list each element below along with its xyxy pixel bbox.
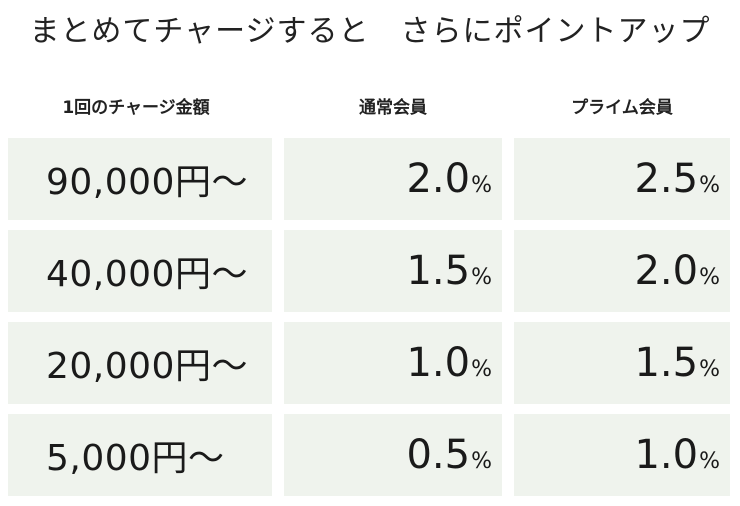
- prime-rate-value: 1.5: [634, 340, 699, 386]
- column-header-prime-member: プライム会員: [571, 98, 673, 118]
- amount-value: 40,000円〜: [46, 254, 248, 295]
- percent-unit: %: [471, 356, 492, 382]
- percent-unit: %: [699, 172, 720, 198]
- prime-rate-value: 2.0: [634, 248, 699, 294]
- prime-rate-value: 1.0: [634, 432, 699, 478]
- amount-value: 5,000円〜: [46, 438, 225, 479]
- percent-unit: %: [471, 264, 492, 290]
- regular-rate-value: 0.5: [406, 432, 471, 478]
- percent-unit: %: [699, 448, 720, 474]
- amount-cell: 90,000円〜: [8, 138, 272, 220]
- amount-cell: 20,000円〜: [8, 322, 272, 404]
- regular-rate-cell: 1.0%: [284, 322, 502, 404]
- percent-unit: %: [699, 356, 720, 382]
- column-header-regular-member: 通常会員: [359, 98, 427, 118]
- percent-unit: %: [699, 264, 720, 290]
- column-header-amount: 1回のチャージ金額: [62, 98, 210, 118]
- regular-rate-value: 1.5: [406, 248, 471, 294]
- prime-rate-value: 2.5: [634, 156, 699, 202]
- prime-rate-cell: 1.5%: [514, 322, 730, 404]
- amount-value: 90,000円〜: [46, 162, 248, 203]
- regular-rate-value: 2.0: [406, 156, 471, 202]
- regular-rate-cell: 0.5%: [284, 414, 502, 496]
- amount-cell: 40,000円〜: [8, 230, 272, 312]
- prime-rate-cell: 2.0%: [514, 230, 730, 312]
- amount-value: 20,000円〜: [46, 346, 248, 387]
- page-title: まとめてチャージすると さらにポイントアップ: [29, 14, 711, 49]
- prime-rate-cell: 2.5%: [514, 138, 730, 220]
- regular-rate-cell: 1.5%: [284, 230, 502, 312]
- percent-unit: %: [471, 448, 492, 474]
- percent-unit: %: [471, 172, 492, 198]
- amount-cell: 5,000円〜: [8, 414, 272, 496]
- regular-rate-cell: 2.0%: [284, 138, 502, 220]
- regular-rate-value: 1.0: [406, 340, 471, 386]
- prime-rate-cell: 1.0%: [514, 414, 730, 496]
